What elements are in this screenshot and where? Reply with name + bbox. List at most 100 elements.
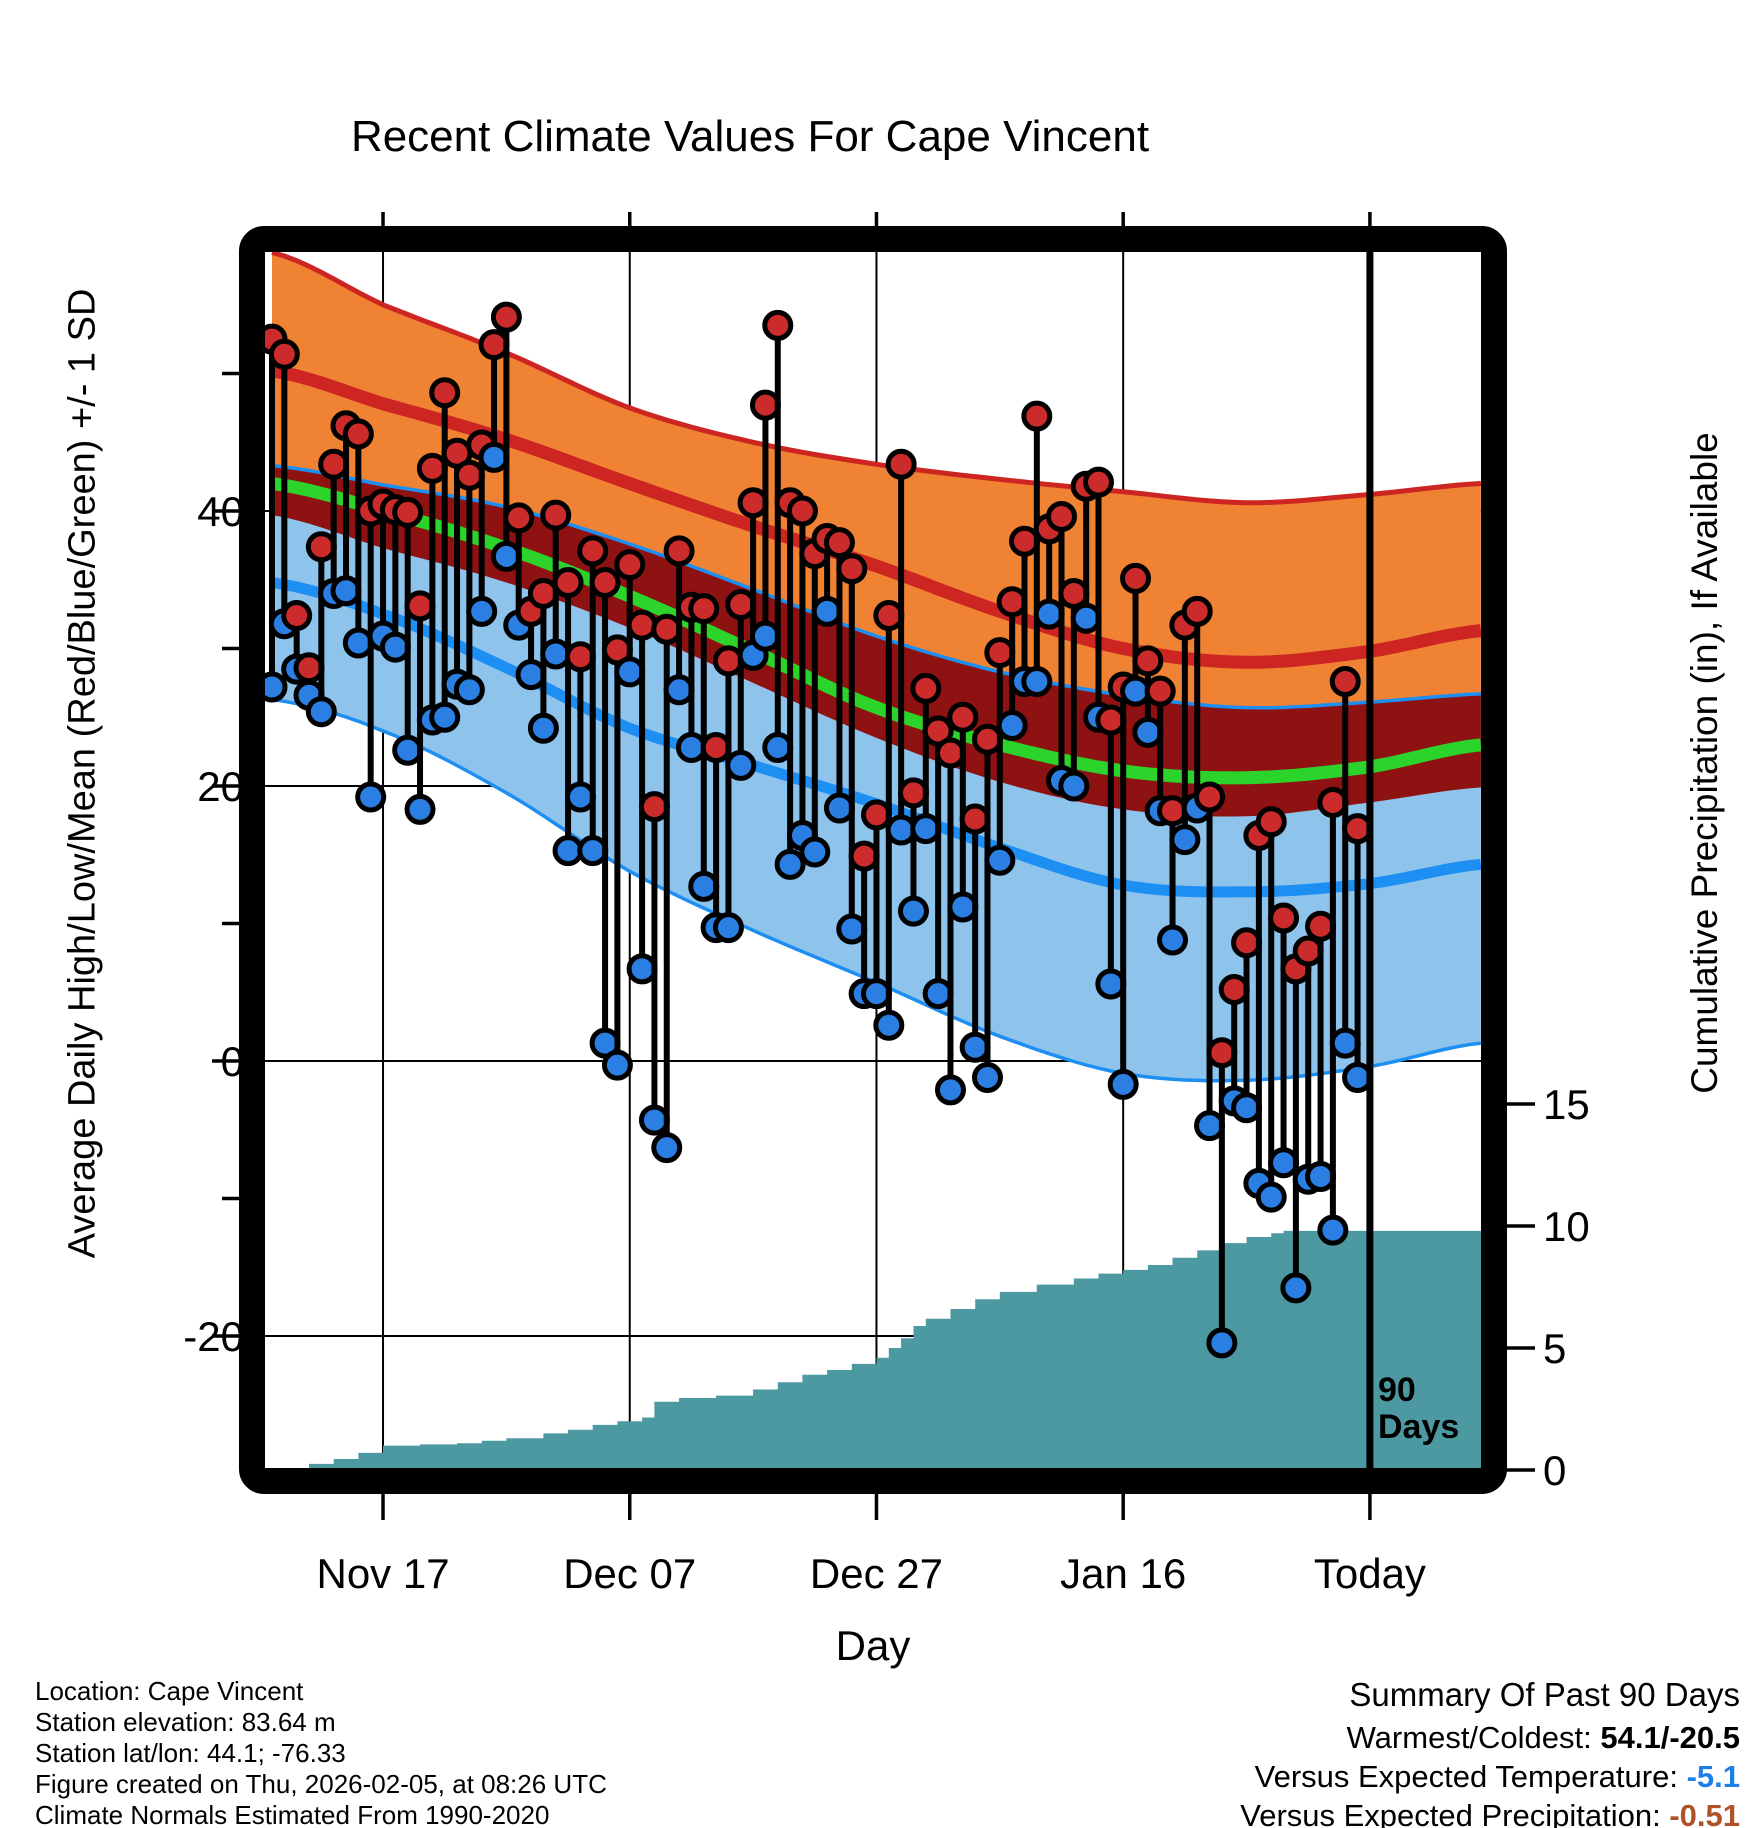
warmest-coldest-label: Warmest/Coldest: <box>1346 1720 1592 1755</box>
high-dot <box>1058 578 1090 609</box>
high-dot <box>836 553 868 585</box>
low-dot <box>552 835 584 867</box>
high-dot <box>453 459 485 491</box>
low-plus-sd-edge <box>271 463 1481 710</box>
high-dot <box>873 600 905 631</box>
low-dot <box>1033 598 1065 630</box>
high-dot <box>885 448 917 480</box>
low-dot <box>1169 824 1201 856</box>
low-dot <box>342 627 374 659</box>
low-dot <box>1070 602 1102 634</box>
high-dot <box>1021 400 1053 432</box>
high-dot <box>392 496 424 528</box>
low-dot <box>355 781 387 813</box>
ninety-days-annotation: 90 Days <box>1378 1372 1459 1446</box>
vs-precip-value: -0.51 <box>1669 1798 1740 1828</box>
ninety-days-line2: Days <box>1378 1408 1460 1446</box>
high-dot <box>971 723 1003 755</box>
high-dot <box>1046 501 1078 532</box>
low-dot <box>453 674 485 706</box>
meta-location: Location: Cape Vincent <box>35 1676 304 1706</box>
high-dot <box>786 495 818 527</box>
high-dot <box>1120 562 1152 594</box>
low-dot <box>971 1062 1003 1093</box>
page-title: Recent Climate Values For Cape Vincent <box>350 112 1150 161</box>
high-dot <box>1008 525 1040 557</box>
low-dot <box>688 870 720 902</box>
x-axis-label: Day <box>835 1622 911 1669</box>
summary-warmest-coldest: Warmest/Coldest: 54.1/-20.5 <box>1240 1720 1740 1756</box>
high-dot <box>700 732 732 763</box>
high-dot <box>552 567 584 598</box>
low-dot <box>466 595 498 627</box>
high-dot <box>318 448 350 480</box>
high-dot <box>305 531 337 563</box>
low-dot <box>305 696 337 728</box>
high-dot <box>416 452 448 484</box>
meta-latlon: Station lat/lon: 44.1; -76.33 <box>35 1738 346 1768</box>
y-tick-label-right: 0 <box>1543 1447 1566 1494</box>
low-dot <box>404 793 436 825</box>
y-tick-label-right: 10 <box>1543 1203 1590 1250</box>
high-dot <box>1268 902 1300 934</box>
x-tick-label: Dec 27 <box>810 1550 943 1597</box>
high-dot <box>1305 910 1337 942</box>
high-dot <box>1218 974 1250 1005</box>
high-dot <box>688 593 720 625</box>
low-dot <box>1058 770 1090 802</box>
low-dot <box>712 912 744 944</box>
high-dot <box>737 487 769 519</box>
low-dot <box>947 891 979 923</box>
high-dot <box>959 803 991 835</box>
high-dot <box>478 329 510 361</box>
x-tick-label: Today <box>1314 1550 1426 1597</box>
low-dot <box>1329 1027 1361 1059</box>
plot-frame <box>239 226 1507 1494</box>
low-dot <box>996 710 1028 741</box>
high-dot <box>712 645 744 677</box>
low-dot <box>823 792 855 824</box>
low-dot <box>860 978 892 1010</box>
high-dot <box>293 652 325 684</box>
vs-precip-label: Versus Expected Precipitation: <box>1240 1798 1661 1828</box>
high-dot <box>638 791 670 823</box>
high-dot <box>823 527 855 559</box>
high-dot <box>490 301 522 333</box>
meta-normals: Climate Normals Estimated From 1990-2020 <box>35 1800 550 1828</box>
high-dot <box>651 613 683 645</box>
low-dot <box>515 659 547 691</box>
y-tick-label-left: 0 <box>221 1038 244 1085</box>
y-axis-label-right: Cumulative Precipitation (in), If Availa… <box>1684 432 1725 1094</box>
high-dot <box>1083 466 1115 498</box>
tick-labels: 40 20 0 -20 15 10 5 0 Nov 17 Dec 07 Dec 27 Jan 16 To… <box>183 488 1589 1597</box>
low-dot <box>1231 1092 1263 1124</box>
high-dot <box>749 389 781 421</box>
x-tick-label: Dec 07 <box>563 1550 696 1597</box>
cumulative-precip-area <box>272 1230 1481 1468</box>
low-dot <box>811 595 843 627</box>
high-dot <box>897 777 929 809</box>
high-dot <box>1206 1037 1238 1069</box>
band-overlap-area <box>272 465 1481 817</box>
high-dot <box>1317 787 1349 818</box>
low-dot <box>265 671 288 703</box>
y-tick-label-left: -20 <box>183 1313 244 1360</box>
high-dot <box>614 549 646 581</box>
low-dot <box>601 1049 633 1081</box>
low-dot <box>330 575 362 607</box>
low-dot <box>1206 1327 1238 1359</box>
high-dot <box>503 502 535 534</box>
high-dot <box>268 338 300 370</box>
high-dot <box>1255 806 1287 838</box>
low-dot <box>614 656 646 688</box>
low-dot <box>490 540 522 572</box>
high-dot <box>1181 595 1213 627</box>
high-dot <box>947 701 979 733</box>
summary-vs-precip: Versus Expected Precipitation: -0.51 <box>1240 1798 1740 1828</box>
low-dot <box>1157 924 1189 956</box>
low-dot <box>626 953 658 985</box>
low-dot <box>1305 1161 1337 1192</box>
summary-vs-temp: Versus Expected Temperature: -5.1 <box>1240 1759 1740 1795</box>
